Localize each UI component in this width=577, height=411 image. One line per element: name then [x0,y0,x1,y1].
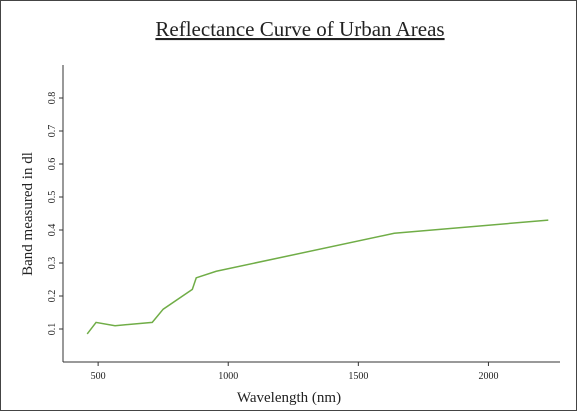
y-tick-label: 0.6 [47,158,58,171]
y-tick-label: 0.7 [47,125,58,138]
x-tick-label: 1000 [218,371,238,382]
x-axis-label: Wavelength (nm) [237,390,341,406]
data-line [86,219,549,335]
y-tick-label: 0.1 [47,323,58,336]
y-tick-label: 0.4 [47,224,58,237]
y-tick-label: 0.2 [47,290,58,303]
x-tick-label: 1500 [348,371,368,382]
x-tick-label: 500 [91,371,106,382]
y-tick-label: 0.8 [47,92,58,105]
x-tick-label: 2000 [478,371,498,382]
y-axis-label: Band measured in dl [20,152,36,276]
chart-title: Reflectance Curve of Urban Areas [155,17,444,41]
y-tick-label: 0.3 [47,257,58,270]
y-tick-label: 0.5 [47,191,58,204]
